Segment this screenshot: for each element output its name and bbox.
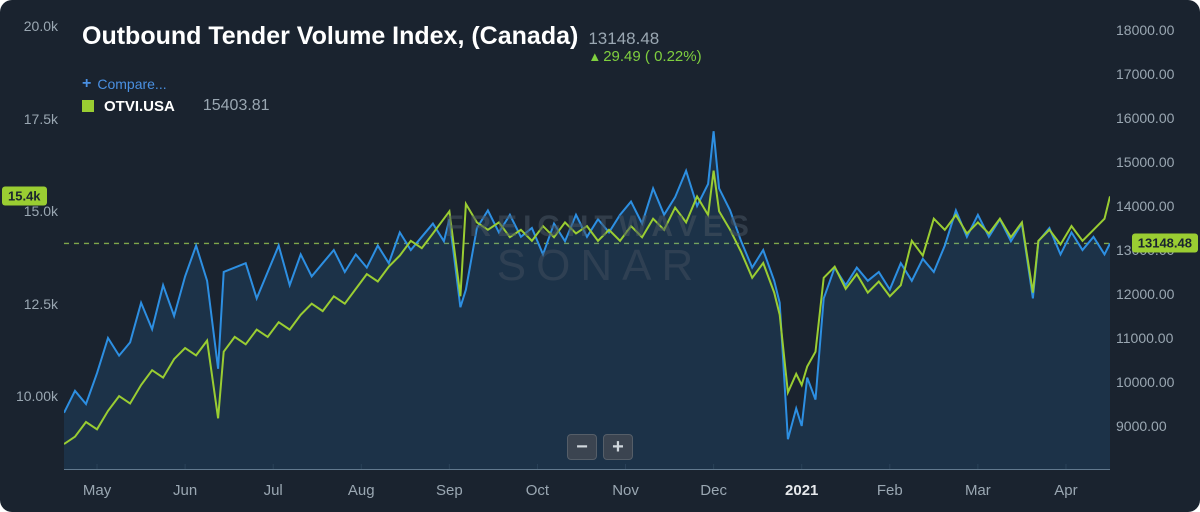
legend-item[interactable]: OTVI.USA 15403.81	[82, 97, 702, 115]
x-tick: Feb	[877, 482, 903, 499]
x-tick: 2021	[785, 482, 818, 499]
zoom-controls: − +	[567, 434, 633, 460]
x-tick: May	[83, 482, 111, 499]
delta-arrow-icon: ▲	[588, 49, 601, 64]
y-left-tick: 20.0k	[24, 18, 58, 34]
y-right-tick: 12000.00	[1116, 286, 1174, 302]
x-tick: Jul	[264, 482, 283, 499]
y-right-tick: 14000.00	[1116, 198, 1174, 214]
y-right-tick: 17000.00	[1116, 66, 1174, 82]
y-right-tick: 10000.00	[1116, 374, 1174, 390]
zoom-out-button[interactable]: −	[567, 434, 597, 460]
x-tick: Mar	[965, 482, 991, 499]
y-right-tick: 18000.00	[1116, 22, 1174, 38]
y-left-tick: 10.00k	[16, 388, 58, 404]
chart-root: Outbound Tender Volume Index, (Canada) 1…	[0, 0, 1200, 512]
y-left-tick: 17.5k	[24, 111, 58, 127]
header-block: Outbound Tender Volume Index, (Canada) 1…	[82, 22, 702, 115]
y-right-current-badge: 13148.48	[1132, 234, 1198, 253]
legend-series-name: OTVI.USA	[104, 98, 175, 115]
x-tick: Aug	[348, 482, 375, 499]
y-right-tick: 11000.00	[1116, 330, 1173, 346]
legend-series-value: 15403.81	[203, 97, 270, 115]
zoom-in-button[interactable]: +	[603, 434, 633, 460]
x-tick: Jun	[173, 482, 197, 499]
compare-button[interactable]: + Compare...	[82, 75, 702, 93]
x-tick: Dec	[700, 482, 727, 499]
legend-swatch-icon	[82, 100, 94, 112]
chart-title: Outbound Tender Volume Index, (Canada)	[82, 22, 578, 51]
y-right-tick: 9000.00	[1116, 418, 1167, 434]
x-tick: Oct	[526, 482, 549, 499]
plus-icon: +	[82, 75, 91, 93]
y-left-tick: 12.5k	[24, 296, 58, 312]
y-left-current-badge: 15.4k	[2, 187, 47, 206]
title-delta: ▲29.49 ( 0.22%)	[588, 49, 701, 66]
x-axis: May Jun Jul Aug Sep Oct Nov Dec 2021 Feb Mar Apr	[0, 470, 1200, 512]
title-latest-value: 13148.48	[588, 30, 701, 49]
y-right-tick: 16000.00	[1116, 110, 1174, 126]
x-tick: Apr	[1054, 482, 1077, 499]
compare-label: Compare...	[97, 76, 166, 92]
x-tick: Nov	[612, 482, 639, 499]
y-right-tick: 15000.00	[1116, 154, 1174, 170]
x-tick: Sep	[436, 482, 463, 499]
